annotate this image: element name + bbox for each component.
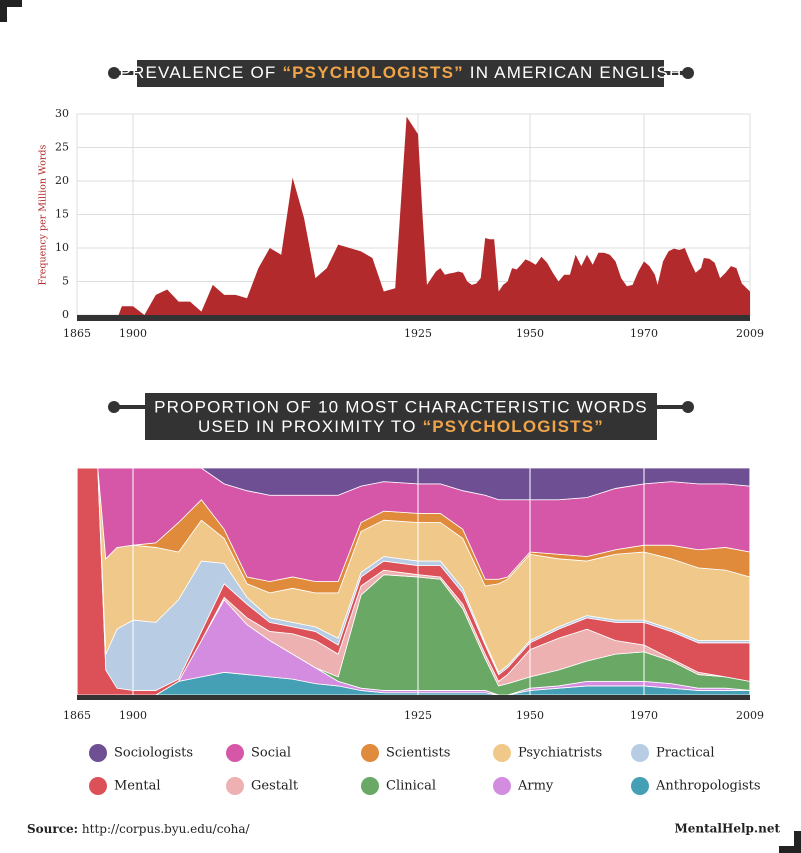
x-tick-label: 1970: [630, 327, 658, 340]
legend-swatch: [89, 777, 107, 795]
legend-label: Scientists: [386, 746, 450, 761]
legend-label: Army: [517, 779, 554, 794]
legend-swatch: [226, 744, 244, 762]
banner-2: PROPORTION OF 10 MOST CHARACTERISTIC WOR…: [108, 393, 694, 440]
x-tick-label: 1950: [516, 709, 544, 722]
chart-title: USED IN PROXIMITY TO “PSYCHOLOGISTS”: [198, 417, 604, 436]
banner-knob: [682, 401, 694, 413]
y-tick-label: 10: [55, 241, 69, 254]
y-tick-label: 25: [55, 141, 69, 154]
legend-label: Sociologists: [114, 746, 193, 761]
banner-knob: [682, 67, 694, 79]
legend-label: Mental: [114, 779, 161, 794]
banner-knob: [108, 401, 120, 413]
title-highlight: “PSYCHOLOGISTS”: [423, 417, 604, 436]
x-tick-label: 1865: [63, 709, 91, 722]
legend-label: Practical: [656, 746, 715, 761]
source: Source: http://corpus.byu.edu/coha/: [27, 822, 251, 836]
legend-swatch: [89, 744, 107, 762]
brand: MentalHelp.net: [674, 822, 780, 836]
title-part: IN AMERICAN ENGLISH: [470, 63, 683, 82]
corner-mark: [0, 0, 22, 22]
y-tick-label: 5: [62, 275, 69, 288]
x-tick-label: 1925: [404, 709, 432, 722]
x-tick-label: 1925: [404, 327, 432, 340]
corner-mark: [779, 831, 801, 853]
legend-label: Gestalt: [251, 779, 299, 794]
x-tick-label: 2009: [736, 327, 764, 340]
legend-label: Psychiatrists: [518, 746, 602, 761]
x-tick-label: 1970: [630, 709, 658, 722]
legend-swatch: [631, 777, 649, 795]
title-part: PREVALENCE OF: [120, 63, 277, 82]
legend-swatch: [361, 777, 379, 795]
y-tick-label: 0: [62, 308, 69, 321]
legend-swatch: [226, 777, 244, 795]
title-part: USED IN PROXIMITY TO: [198, 417, 417, 436]
legend-label: Social: [251, 746, 291, 761]
legend-swatch: [361, 744, 379, 762]
title-highlight: “PSYCHOLOGISTS”: [282, 63, 463, 82]
source-url: http://corpus.byu.edu/coha/: [82, 822, 251, 836]
x-tick-label: 1950: [516, 327, 544, 340]
chart-title: PREVALENCE OF “PSYCHOLOGISTS” IN AMERICA…: [120, 63, 683, 82]
axis-bar: [77, 695, 750, 700]
banner-box: [145, 393, 657, 440]
chart-title: PROPORTION OF 10 MOST CHARACTERISTIC WOR…: [154, 397, 648, 416]
banner-box: [137, 60, 664, 87]
legend-swatch: [631, 744, 649, 762]
y-tick-label: 15: [55, 208, 69, 221]
source-label: Source:: [27, 822, 78, 836]
legend-swatch: [493, 744, 511, 762]
x-tick-label: 1900: [119, 327, 147, 340]
y-tick-label: 30: [55, 107, 69, 120]
x-tick-label: 1865: [63, 327, 91, 340]
banner-1: PREVALENCE OF “PSYCHOLOGISTS” IN AMERICA…: [108, 60, 694, 87]
legend-label: Anthropologists: [655, 779, 761, 794]
axis-bar: [77, 315, 750, 321]
x-tick-label: 1900: [119, 709, 147, 722]
x-tick-label: 2009: [736, 709, 764, 722]
y-tick-label: 20: [55, 174, 69, 187]
legend-label: Clinical: [386, 779, 436, 794]
area: [77, 116, 750, 316]
banner-knob: [108, 67, 120, 79]
y-axis-label: Frequency per Million Words: [38, 145, 49, 286]
legend-swatch: [493, 777, 511, 795]
